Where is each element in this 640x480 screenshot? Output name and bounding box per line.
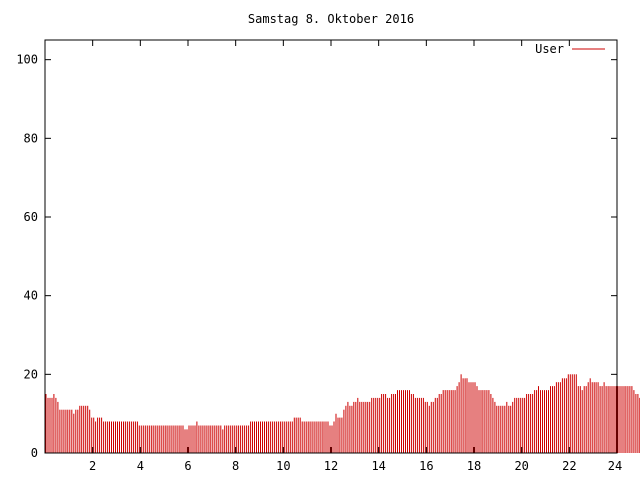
y-tick-label: 40 [24, 289, 38, 303]
x-tick-label: 8 [232, 459, 239, 473]
y-tick-label: 20 [24, 367, 38, 381]
x-tick-label: 20 [514, 459, 528, 473]
legend-label: User [535, 42, 564, 56]
x-tick-label: 14 [371, 459, 385, 473]
x-tick-label: 10 [276, 459, 290, 473]
plot-frame [44, 39, 618, 454]
y-tick-label: 80 [24, 131, 38, 145]
chart-title: Samstag 8. Oktober 2016 [248, 12, 414, 26]
legend: User [535, 42, 605, 56]
y-tick-label: 0 [31, 446, 38, 460]
x-tick-label: 2 [89, 459, 96, 473]
y-tick-label: 100 [16, 53, 38, 67]
x-tick-label: 4 [137, 459, 144, 473]
x-tick-label: 16 [419, 459, 433, 473]
x-tick-label: 12 [324, 459, 338, 473]
x-tick-label: 18 [467, 459, 481, 473]
x-tick-label: 22 [562, 459, 576, 473]
bar-series [45, 374, 640, 453]
x-tick-label: 6 [184, 459, 191, 473]
y-tick-label: 60 [24, 210, 38, 224]
x-tick-label: 24 [608, 459, 622, 473]
